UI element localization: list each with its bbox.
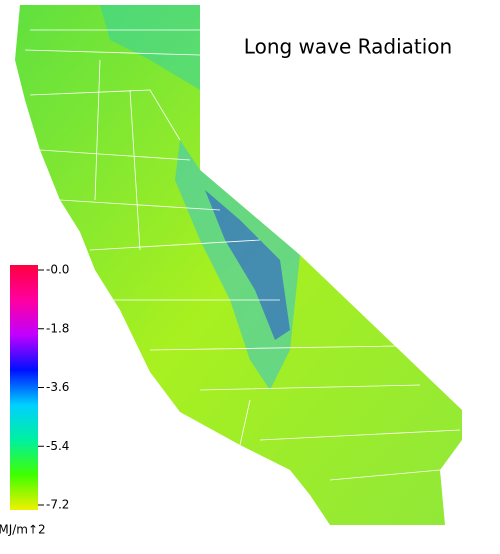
county-borders <box>24 49 461 481</box>
colorbar-tick-label: -1.8 <box>46 321 69 335</box>
north-band <box>100 5 200 90</box>
map-title: Long wave Radiation <box>244 35 452 59</box>
colorbar-tick-label: -7.2 <box>46 498 69 512</box>
colorbar-tick-label: -5.4 <box>46 439 69 453</box>
colorbar-unit: MJ/m↑2 <box>0 523 46 537</box>
colorbar-tick-label: -0.0 <box>46 263 69 277</box>
colorbar <box>10 265 38 510</box>
mountain-band <box>175 140 300 390</box>
mountain-peaks <box>205 190 290 340</box>
colorbar-tick-label: -3.6 <box>46 380 69 394</box>
